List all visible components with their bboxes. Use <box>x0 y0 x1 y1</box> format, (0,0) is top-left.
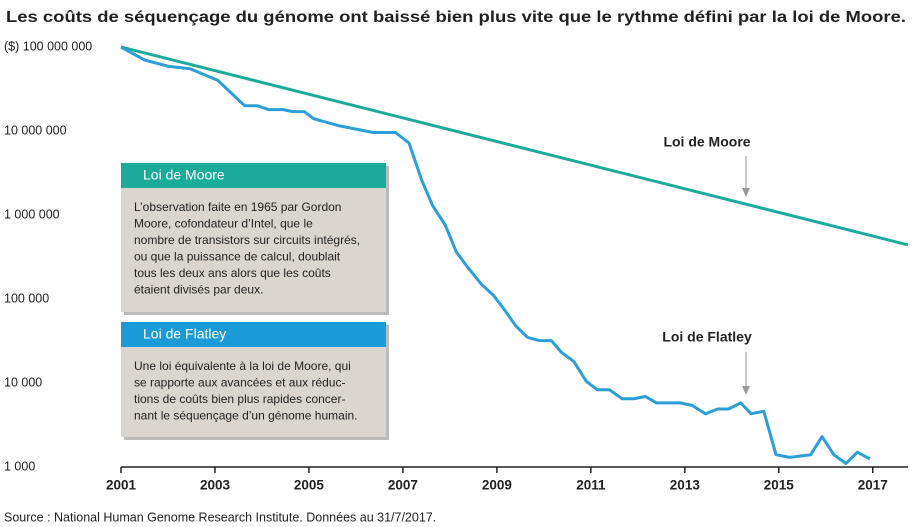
note-header <box>121 163 386 188</box>
x-tick-label: 2017 <box>858 478 888 493</box>
arrow-head <box>742 386 750 395</box>
note-title: Loi de Flatley <box>143 326 226 342</box>
series-label: Loi de Moore <box>663 134 750 150</box>
x-tick-label: 2013 <box>670 478 701 493</box>
note-line: nant le séquençage d’un génome humain. <box>134 409 358 423</box>
note-header <box>121 322 386 347</box>
note-line: tions de coûts bien plus rapides concer- <box>134 392 345 406</box>
series-label: Loi de Flatley <box>662 329 752 345</box>
series-line <box>120 45 909 247</box>
note-title: Loi de Moore <box>143 167 225 183</box>
y-tick-label: 10 000 000 <box>4 123 67 137</box>
y-tick-label: 100 000 <box>4 291 49 305</box>
arrow-head <box>742 188 750 197</box>
note-line: L’observation faite en 1965 par Gordon <box>134 200 341 214</box>
flatley-arrow <box>742 352 750 395</box>
x-tick-label: 2003 <box>200 478 231 493</box>
x-tick-label: 2007 <box>388 478 418 493</box>
x-tick-label: 2015 <box>764 478 795 493</box>
chart-title: Les coûts de séquençage du génome ont ba… <box>6 9 906 26</box>
x-tick-label: 2009 <box>482 478 512 493</box>
x-tick-label: 2001 <box>106 478 137 493</box>
series-line <box>120 45 871 465</box>
y-tick-label: 1 000 <box>4 459 35 473</box>
moore-arrow <box>742 156 750 197</box>
note-line: tous les deux ans alors que les coûts <box>134 266 331 280</box>
x-tick-label: 2011 <box>576 478 606 493</box>
y-tick-label: 1 000 000 <box>4 207 60 221</box>
x-tick-label: 2005 <box>294 478 325 493</box>
note-line: nombre de transistors sur circuits intég… <box>134 233 360 247</box>
note-line: ou que la puissance de calcul, doublait <box>134 250 341 264</box>
note-line: Une loi équivalente à la loi de Moore, q… <box>134 359 351 373</box>
note-line: étaient divisés par deux. <box>134 283 263 297</box>
y-tick-label: ($) 100 000 000 <box>4 39 92 53</box>
source: Source : National Human Genome Research … <box>4 510 436 524</box>
y-tick-label: 10 000 <box>4 375 42 389</box>
note-line: se rapporte aux avancées et aux réduc- <box>134 376 345 390</box>
note-line: Moore, cofondateur d’Intel, que le <box>134 217 313 231</box>
